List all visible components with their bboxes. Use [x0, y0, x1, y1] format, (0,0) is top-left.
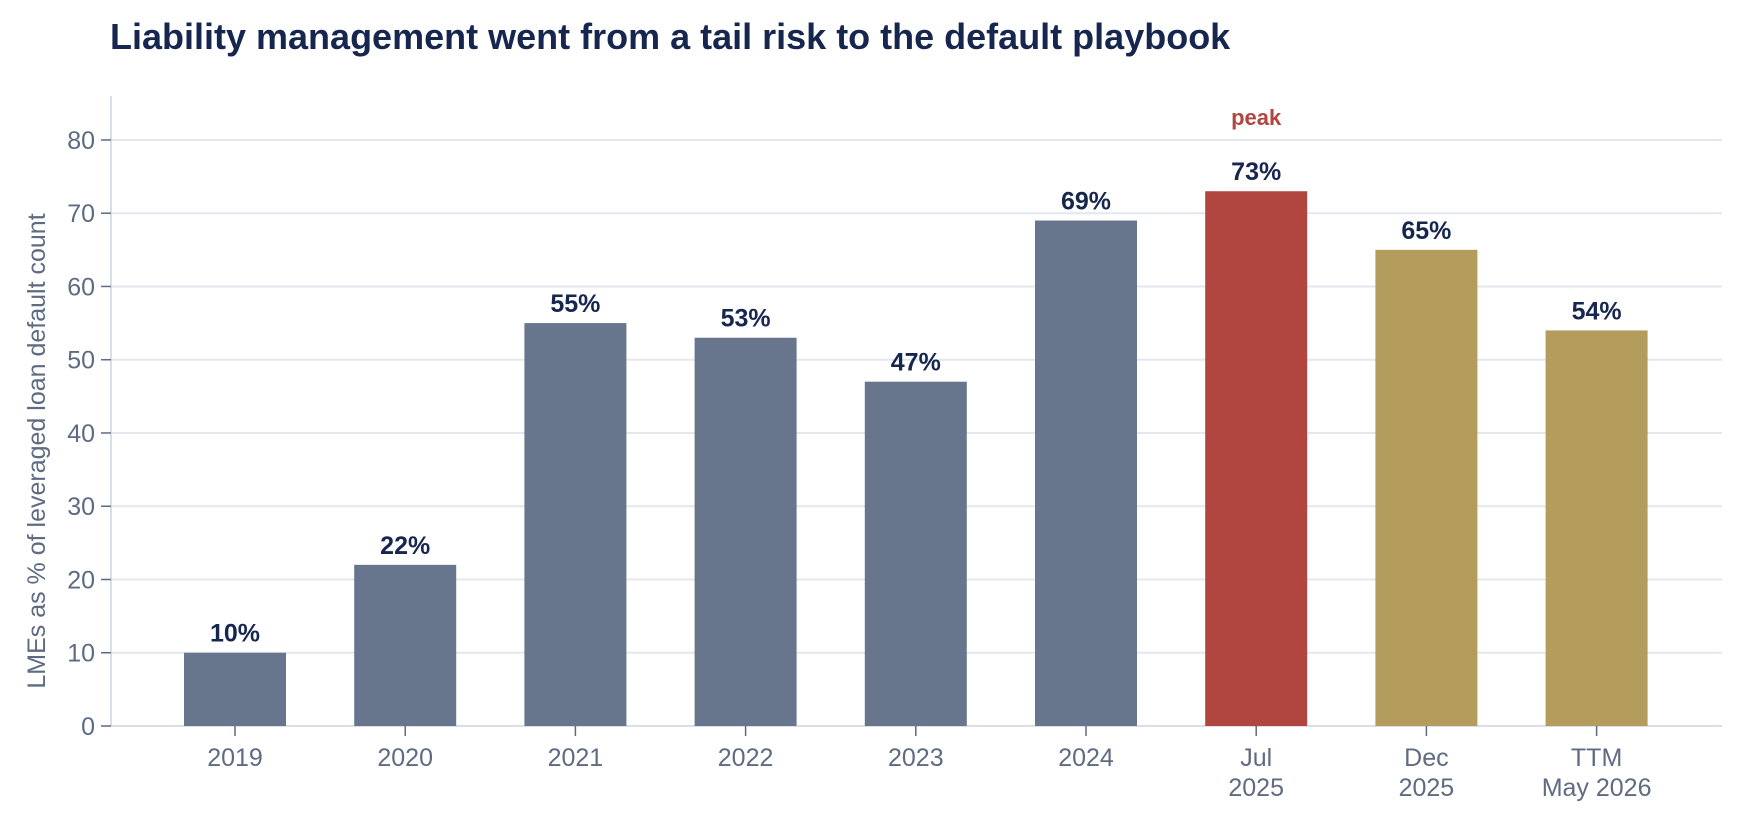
bar [1375, 249, 1478, 726]
y-tick-label: 30 [67, 493, 95, 521]
data-labels: 10% 22% 55% 53% 47% 69% 73% 65% 54% peak [210, 105, 1622, 648]
y-tick-label: 50 [67, 347, 95, 375]
x-tick-label: May 2026 [1542, 774, 1652, 802]
bar [694, 337, 797, 726]
data-label: 22% [380, 532, 430, 560]
bar [354, 564, 457, 726]
y-tick-label: 80 [67, 127, 95, 155]
data-label: 54% [1572, 297, 1622, 325]
x-tick-label: TTM [1571, 744, 1622, 772]
data-label: 10% [210, 620, 260, 648]
y-tick-label: 0 [81, 713, 95, 741]
y-tick-label: 60 [67, 273, 95, 301]
bar [184, 652, 286, 726]
x-ticks: 2019 2020 2021 2022 2023 2024 Jul2025Dec2025TT… [207, 726, 1651, 802]
x-tick-label: 2025 [1228, 774, 1284, 802]
x-tick-label: 2025 [1399, 774, 1455, 802]
y-axis-label: LMEs as % of leveraged loan default coun… [23, 213, 51, 688]
x-tick-label: 2019 [207, 744, 263, 772]
data-label: 65% [1401, 217, 1451, 245]
x-tick-label: 2023 [888, 744, 944, 772]
data-label: 55% [550, 290, 600, 318]
bar [524, 323, 627, 726]
data-label: 73% [1231, 158, 1281, 186]
x-tick-label: 2024 [1058, 744, 1114, 772]
bar [1035, 220, 1137, 726]
peak-annotation: peak [1231, 105, 1282, 130]
x-tick-label: 2022 [718, 744, 774, 772]
x-tick-label: Jul [1240, 744, 1272, 772]
y-ticks: 0 10 20 30 40 50 60 70 80 [67, 127, 111, 741]
y-tick-label: 70 [67, 200, 95, 228]
y-tick-label: 20 [67, 566, 95, 594]
data-label: 53% [721, 305, 771, 333]
data-label: 47% [891, 349, 941, 377]
chart-title: Liability management went from a tail ri… [110, 16, 1231, 57]
data-label: 69% [1061, 188, 1111, 216]
x-tick-label: Dec [1404, 744, 1448, 772]
x-tick-label: 2021 [548, 744, 604, 772]
bars [184, 191, 1648, 727]
bar [1545, 330, 1648, 726]
bar [1205, 191, 1308, 727]
y-tick-label: 40 [67, 420, 95, 448]
y-tick-label: 10 [67, 640, 95, 668]
x-tick-label: 2020 [377, 744, 433, 772]
bar [864, 381, 967, 726]
